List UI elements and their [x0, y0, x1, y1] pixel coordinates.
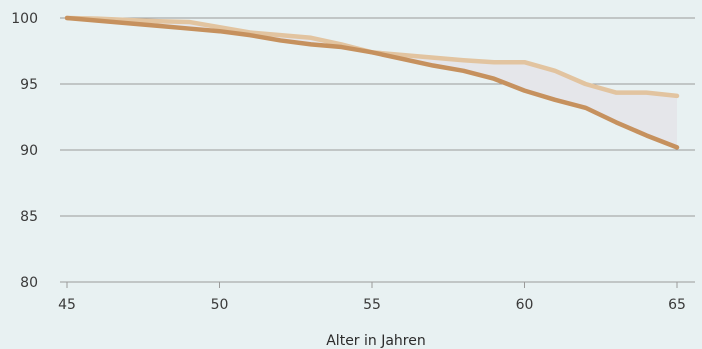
y-tick-label-85: 85 — [20, 209, 38, 225]
series-gap-area — [67, 18, 677, 148]
x-tick-label-55: 55 — [363, 297, 381, 313]
y-tick-label-100: 100 — [11, 11, 38, 27]
x-tick-label-60: 60 — [516, 297, 534, 313]
x-axis-title: Alter in Jahren — [326, 333, 426, 349]
x-tick-layer: 45 50 55 60 65 — [58, 282, 686, 313]
y-tick-layer: 80 85 90 95 100 — [11, 11, 38, 291]
grid-layer — [60, 17, 695, 283]
y-tick-label-95: 95 — [20, 77, 38, 93]
x-tick-label-45: 45 — [58, 297, 76, 313]
area-layer — [67, 18, 677, 148]
x-tick-label-50: 50 — [211, 297, 229, 313]
series-layer — [64, 15, 680, 150]
y-tick-label-80: 80 — [20, 275, 38, 291]
series-line-lower — [64, 15, 680, 150]
x-tick-label-65: 65 — [668, 297, 686, 313]
y-tick-label-90: 90 — [20, 143, 38, 159]
